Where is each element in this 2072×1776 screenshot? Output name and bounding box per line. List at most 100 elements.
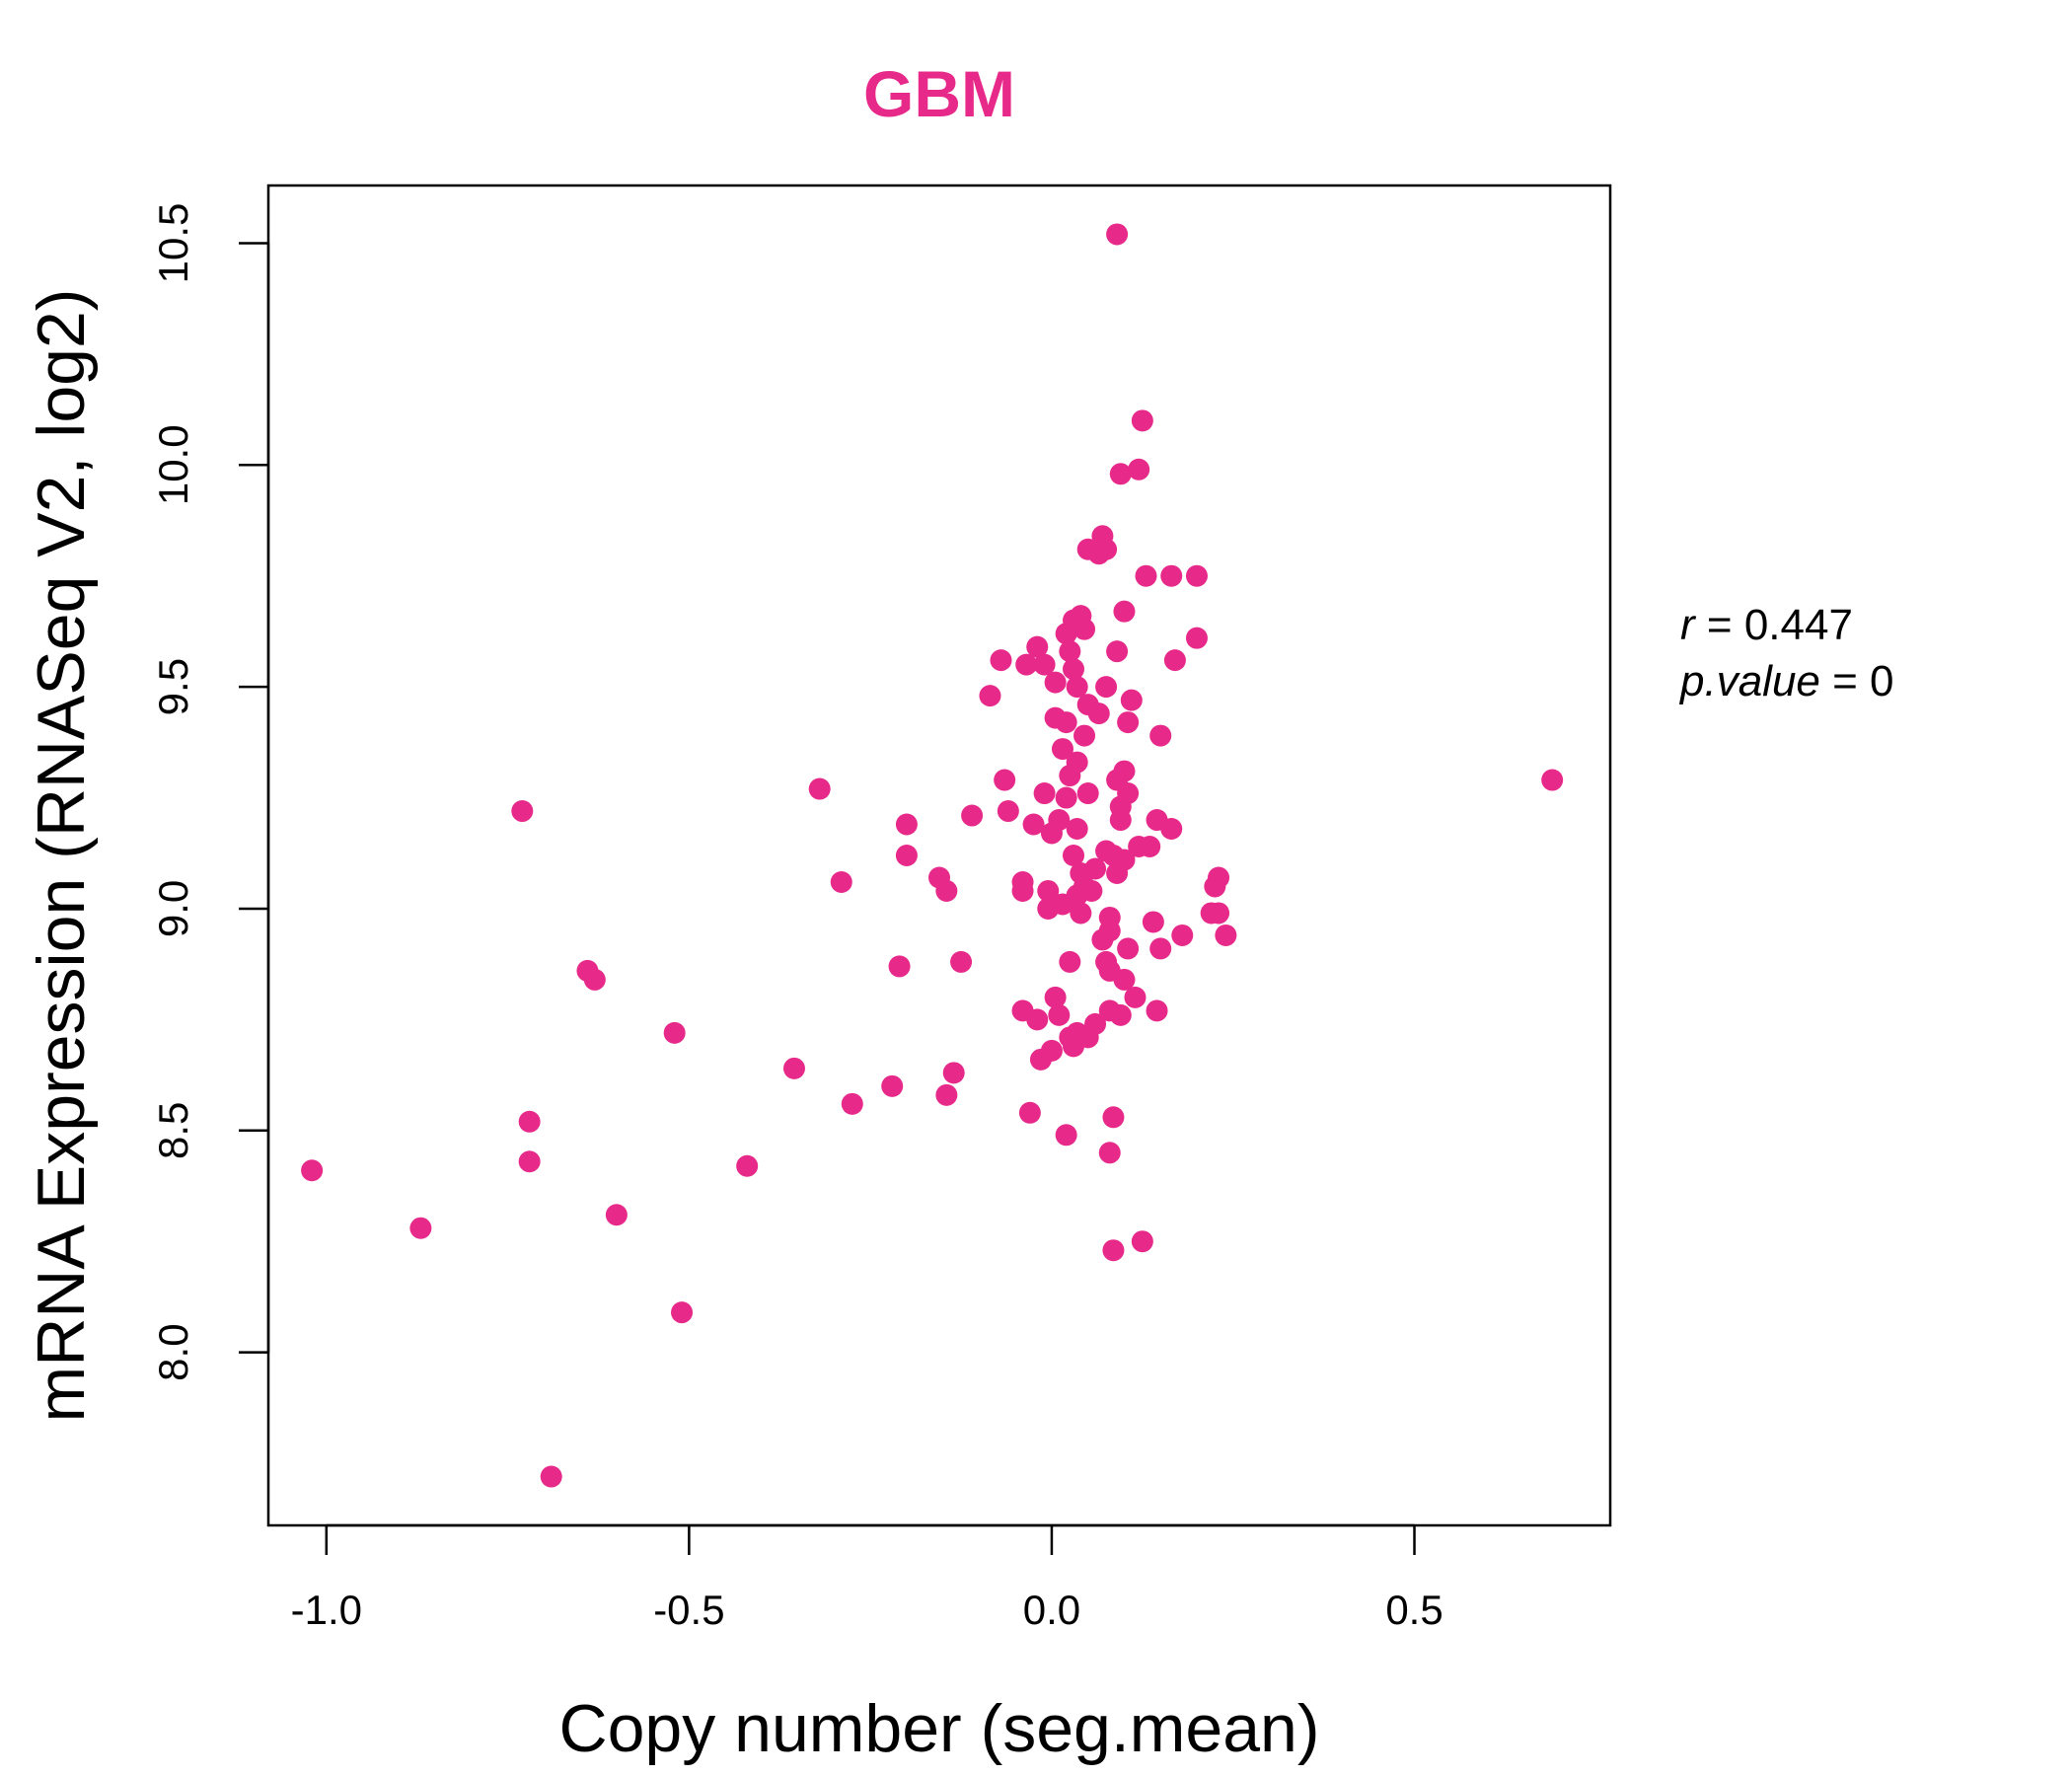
data-point: [1044, 671, 1067, 694]
data-point: [990, 649, 1012, 672]
data-point: [1109, 809, 1132, 832]
data-point: [1160, 818, 1183, 841]
y-axis-title: mRNA Expression (RNASeq V2, log2): [24, 289, 99, 1423]
data-point: [1120, 689, 1143, 711]
data-point: [782, 1057, 805, 1079]
data-point: [1098, 1142, 1121, 1164]
data-point: [1142, 911, 1164, 933]
data-point: [409, 1217, 432, 1239]
data-point: [1084, 857, 1107, 880]
r-value: 0.447: [1744, 601, 1853, 649]
data-point: [1541, 769, 1564, 791]
data-point: [540, 1465, 562, 1488]
data-point: [1149, 937, 1172, 960]
plot-frame: [266, 184, 1612, 1527]
data-point: [1208, 902, 1230, 925]
data-point: [1055, 1124, 1077, 1147]
data-point: [1160, 564, 1183, 587]
data-point: [1208, 866, 1230, 889]
data-point: [1070, 902, 1092, 925]
data-point: [895, 845, 918, 866]
data-point: [994, 769, 1016, 791]
data-point: [841, 1092, 863, 1115]
data-point: [1185, 564, 1208, 587]
data-point: [1073, 724, 1096, 747]
data-point: [1128, 458, 1150, 481]
data-point: [1022, 813, 1045, 836]
data-point: [1066, 818, 1088, 841]
x-tick-label: -1.0: [291, 1587, 362, 1633]
data-point: [1185, 627, 1208, 649]
data-point: [1073, 618, 1096, 640]
data-point: [1063, 845, 1084, 866]
chart-title: GBM: [863, 57, 1015, 130]
data-point: [1095, 538, 1118, 560]
data-point: [1102, 1239, 1125, 1262]
data-point: [950, 950, 973, 973]
data-point: [1048, 809, 1071, 832]
data-point: [1066, 676, 1088, 699]
data-point: [1076, 782, 1099, 805]
data-point: [1063, 658, 1084, 681]
data-point: [1066, 751, 1088, 774]
svg-text:r = 0.447: r = 0.447: [1680, 601, 1853, 649]
data-point: [301, 1159, 324, 1182]
y-tick-label: 9.0: [150, 880, 196, 937]
x-axis: -1.0 -0.5 0.0 0.5: [291, 1523, 1443, 1633]
data-point: [518, 1110, 541, 1133]
data-point: [1055, 786, 1077, 809]
data-point: [1018, 1101, 1041, 1124]
y-axis: 8.0 8.5 9.0 9.5 10.0 10.5: [150, 203, 270, 1381]
data-point: [1026, 635, 1049, 658]
data-point: [1113, 600, 1136, 623]
data-point: [1087, 703, 1110, 725]
data-point: [511, 800, 534, 823]
data-point: [1040, 1039, 1063, 1062]
data-point: [671, 1301, 694, 1324]
data-point: [1084, 1012, 1107, 1035]
data-point: [1117, 711, 1140, 734]
data-point: [1026, 1008, 1049, 1031]
data-point: [1106, 223, 1129, 246]
data-point: [1131, 409, 1153, 432]
data-point: [1117, 782, 1140, 805]
data-point: [1109, 1003, 1132, 1026]
data-point: [997, 800, 1019, 823]
data-point: [1037, 879, 1060, 902]
data-point: [1095, 676, 1118, 699]
data-point: [1139, 836, 1161, 858]
data-point: [1109, 463, 1132, 485]
svg-text:p.value = 0: p.value = 0: [1678, 657, 1894, 705]
data-point: [881, 1074, 904, 1097]
data-point: [583, 968, 606, 991]
data-point: [1033, 782, 1056, 805]
data-point: [1106, 640, 1129, 663]
data-point: [1215, 924, 1237, 946]
stats-annotation: r = 0.447 p.value = 0: [1678, 601, 1894, 705]
x-axis-title: Copy number (seg.mean): [558, 1691, 1319, 1766]
data-point: [1113, 760, 1136, 782]
data-point: [1102, 1106, 1125, 1129]
data-point: [1051, 738, 1073, 761]
data-point: [736, 1154, 759, 1177]
data-point: [895, 813, 918, 836]
data-point: [1113, 849, 1136, 871]
data-point: [1098, 920, 1121, 942]
y-tick-label: 8.0: [150, 1323, 196, 1380]
data-point: [1149, 724, 1172, 747]
data-point: [1171, 924, 1194, 946]
data-point: [979, 685, 1001, 707]
data-point: [663, 1021, 686, 1044]
data-point: [1033, 653, 1056, 676]
data-point: [1113, 968, 1136, 991]
y-tick-label: 10.5: [150, 203, 196, 284]
y-tick-label: 8.5: [150, 1102, 196, 1159]
x-tick-label: 0.0: [1023, 1587, 1080, 1633]
x-tick-label: 0.5: [1385, 1587, 1443, 1633]
data-point: [961, 804, 984, 827]
data-point: [1059, 640, 1081, 663]
data-point: [935, 879, 958, 902]
data-point: [1059, 950, 1081, 973]
data-point: [1011, 879, 1034, 902]
